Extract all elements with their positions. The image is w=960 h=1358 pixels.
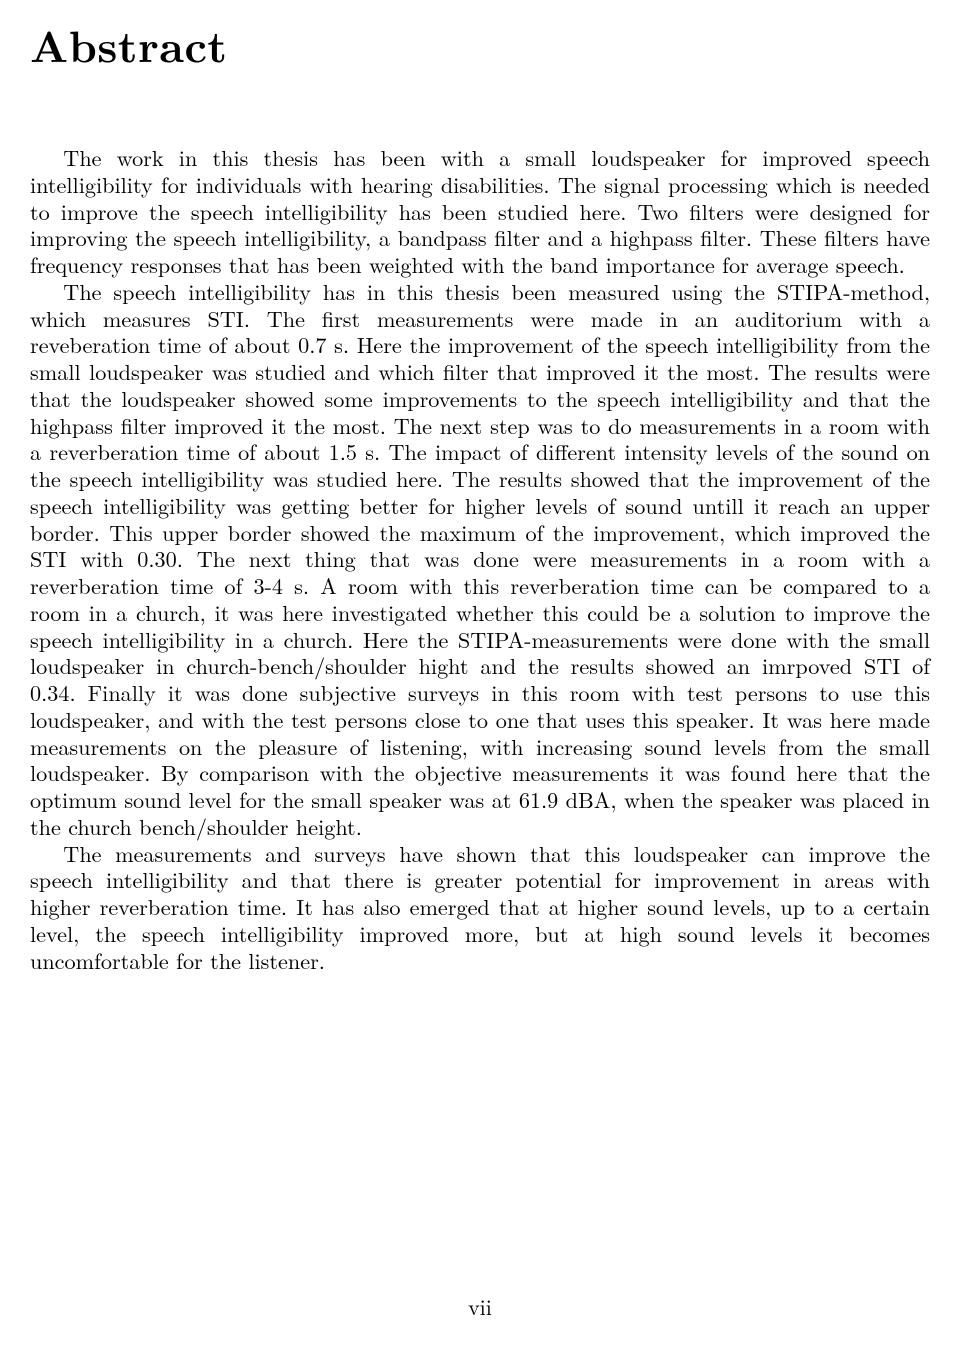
- page-number: vii: [0, 1291, 960, 1322]
- abstract-title: Abstract: [30, 12, 930, 75]
- paragraph-1: The work in this thesis has been with a …: [30, 145, 930, 279]
- paragraph-3: The measurements and surveys have shown …: [30, 841, 930, 975]
- abstract-body: The work in this thesis has been with a …: [30, 145, 930, 974]
- paragraph-2: The speech intelligibility has in this t…: [30, 279, 930, 841]
